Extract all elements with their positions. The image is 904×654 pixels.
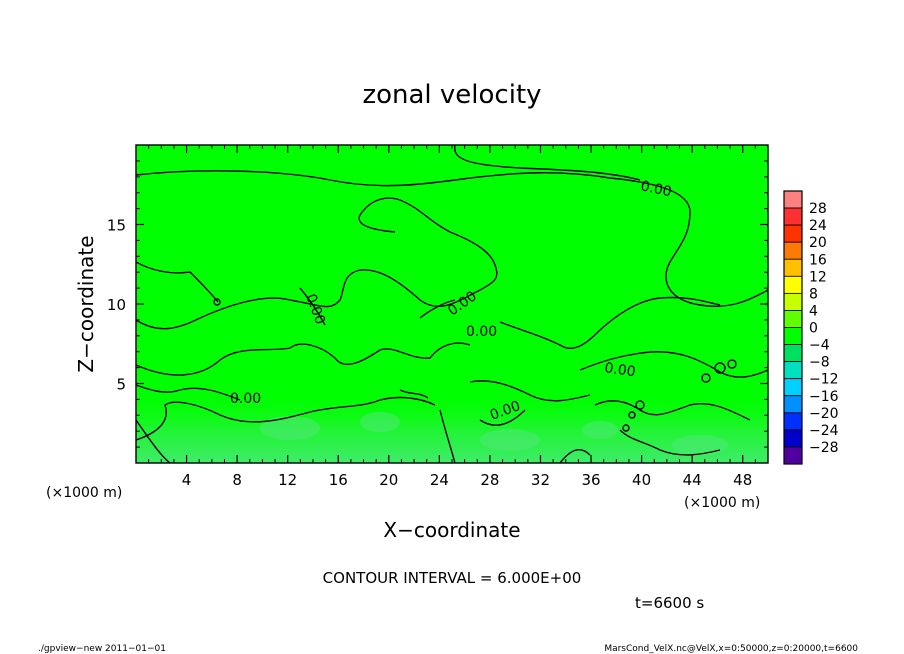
colorbar-label: 20 [809, 235, 827, 251]
x-tick-label: 16 [329, 471, 348, 489]
x-tick-label: 8 [232, 471, 242, 489]
colorbar-swatch [783, 378, 803, 397]
x-tick-label: 32 [531, 471, 550, 489]
colorbar-label: −24 [809, 423, 839, 439]
colorbar-label: −20 [809, 406, 839, 422]
contour-line [594, 400, 751, 421]
y-tick-label: 10 [107, 296, 126, 314]
shading-patch [582, 421, 618, 439]
contour-line [559, 449, 591, 463]
colorbar-swatch [783, 344, 803, 363]
contour-line [622, 424, 630, 432]
colorbar-label: −16 [809, 389, 839, 405]
contour-label: 0.00 [466, 324, 497, 340]
x-tick-label: 36 [581, 471, 600, 489]
colorbar-swatch [783, 395, 803, 414]
contour-line [454, 145, 641, 181]
contour-line [136, 170, 768, 307]
colorbar-swatch [783, 446, 803, 465]
colorbar-swatch [783, 292, 803, 311]
colorbar-swatch [783, 275, 803, 294]
contour-line [469, 380, 591, 402]
x-unit-right: (×1000 m) [684, 495, 760, 511]
colorbar-label: 4 [809, 303, 818, 319]
colorbar-label: 0 [809, 321, 818, 337]
colorbar-label: 28 [809, 201, 827, 217]
contour-line [701, 373, 711, 383]
contour-line [136, 342, 471, 376]
x-unit-left: (×1000 m) [46, 485, 122, 501]
colorbar-swatch [783, 190, 803, 209]
shading-patch [672, 435, 728, 455]
y-tick-label: 5 [116, 376, 126, 394]
contour-line [136, 384, 241, 401]
colorbar-label: 12 [809, 269, 827, 285]
contour-line [299, 287, 326, 326]
colorbar-label: 24 [809, 218, 827, 234]
contour-line [419, 299, 456, 319]
x-tick-label: 24 [430, 471, 449, 489]
contour-line [628, 411, 636, 419]
contour-line [439, 409, 456, 463]
contour-line [714, 362, 726, 374]
contour-label: 0.00 [639, 178, 673, 200]
footer-right: MarsCond_VelX.nc@VelX,x=0:50000,z=0:2000… [604, 644, 858, 654]
contour-line [619, 429, 721, 456]
x-axis-label: X−coordinate [383, 518, 520, 542]
y-axis: 5 10 15 [107, 160, 768, 448]
colorbar-swatch [783, 327, 803, 345]
contour-line [136, 197, 498, 330]
colorbar-swatch [783, 429, 803, 448]
shading-patch [360, 412, 400, 432]
contour-label: 0.00 [230, 391, 261, 407]
colorbar-swatch [783, 361, 803, 380]
contour-line [136, 261, 219, 303]
colorbar-label: 8 [809, 286, 818, 302]
contour-line [213, 298, 221, 306]
colorbar-label: −4 [809, 338, 830, 354]
shading-patch [260, 416, 320, 440]
contour-line [136, 396, 436, 441]
colorbar-label: −12 [809, 372, 839, 388]
contour-line [579, 351, 768, 378]
y-tick-label: 15 [107, 217, 126, 235]
contour-line [727, 359, 737, 369]
x-tick-label: 40 [632, 471, 651, 489]
colorbar-swatch [783, 207, 803, 226]
x-tick-label: 48 [733, 471, 752, 489]
x-axis: 4 8 12 16 20 24 28 32 36 40 44 48 [148, 145, 756, 489]
contour-line [479, 409, 526, 426]
colorbar-swatch [783, 224, 803, 243]
contour-line [635, 400, 645, 410]
chart-title: zonal velocity [362, 80, 541, 110]
x-tick-label: 4 [182, 471, 192, 489]
shading-patches [260, 412, 728, 455]
colorbar-label: 16 [809, 252, 827, 268]
plot-area: 0.00 0.00 0.00 0.00 0.00 0.00 0.00 [135, 144, 769, 464]
contour-line [136, 419, 171, 463]
footer-left: ./gpview−new 2011−01−01 [38, 644, 166, 654]
x-tick-label: 12 [278, 471, 297, 489]
colorbar-label: −8 [809, 355, 830, 371]
contour-interval-text: CONTOUR INTERVAL = 6.000E+00 [323, 569, 582, 587]
colorbar-swatch [783, 241, 803, 260]
x-tick-label: 28 [480, 471, 499, 489]
contour-line [399, 389, 429, 399]
contour-lines [136, 145, 768, 463]
time-text: t=6600 s [635, 594, 704, 612]
contour-label: 0.00 [603, 360, 636, 380]
y-axis-label: Z−coordinate [74, 235, 98, 372]
colorbar-frame [783, 190, 803, 465]
contour-line [499, 296, 721, 349]
shading-patch [480, 429, 540, 451]
x-tick-label: 20 [379, 471, 398, 489]
colorbar-label: −28 [809, 440, 839, 456]
colorbar-swatch [783, 258, 803, 277]
x-tick-label: 44 [683, 471, 702, 489]
colorbar-swatch [783, 412, 803, 431]
colorbar-swatch [783, 310, 803, 328]
